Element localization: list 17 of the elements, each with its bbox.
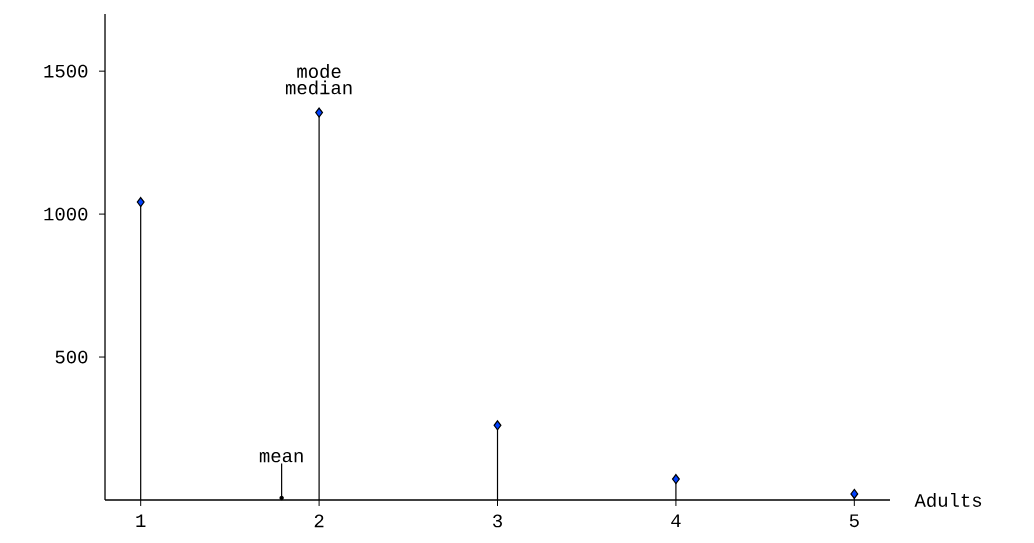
x-tick-label: 5 [849, 514, 859, 528]
point [493, 420, 502, 431]
x-tick-label: 1 [136, 514, 146, 527]
x-tick-label: 2 [314, 514, 324, 528]
point [671, 474, 680, 485]
y-tick-label: 1000 [44, 207, 88, 221]
point [315, 107, 324, 118]
x-tick-label: 3 [493, 514, 502, 528]
y-tick-label: 1500 [44, 64, 88, 78]
point [850, 488, 859, 500]
annotation: mode [297, 64, 341, 79]
annotation: median [285, 80, 352, 95]
annotation: mean [259, 451, 303, 463]
x-tick-label: 4 [671, 514, 681, 527]
y-tick-label: 500 [55, 350, 88, 364]
x-axis-title: Adults [914, 493, 982, 507]
point [136, 197, 145, 208]
